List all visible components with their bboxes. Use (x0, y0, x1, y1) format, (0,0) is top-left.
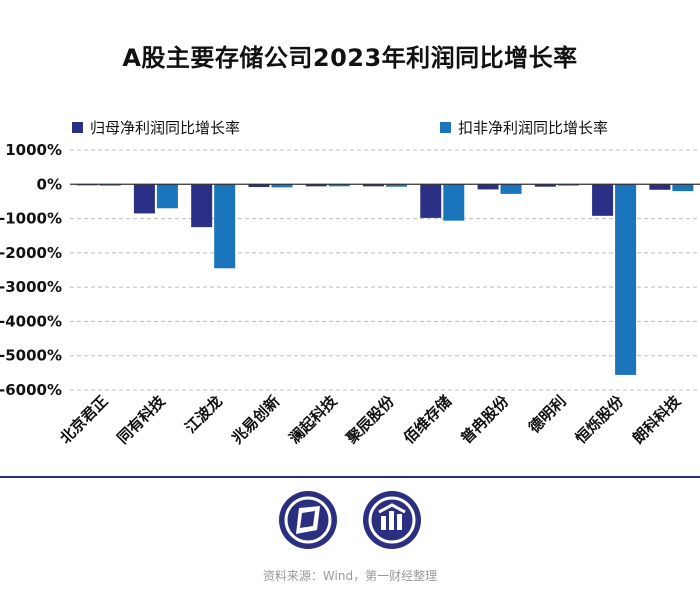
x-tick-label: 同有科技 (114, 391, 170, 447)
x-axis: 北京君正 同有科技 江波龙 兆易创新 澜起科技 聚辰股份 佰维存储 普冉股份 德明利 恒烁股份 朗科… (56, 183, 700, 448)
bar-1-11 (649, 184, 671, 190)
legend-label-2: 扣非净利润同比增长率 (458, 119, 608, 137)
bar-1-3 (191, 184, 213, 228)
bar-2-3 (214, 184, 236, 269)
legend-swatch-1 (72, 122, 83, 133)
bar-2-7 (443, 184, 465, 221)
bar-1-7 (420, 184, 442, 218)
bar-2-5 (328, 184, 350, 187)
legend: 归母净利润同比增长率 扣非净利润同比增长率 (72, 119, 608, 137)
publisher-logo-icon (279, 491, 337, 549)
bar-1-4 (248, 184, 270, 188)
bar-2-2 (156, 184, 178, 209)
bar-2-11 (672, 184, 694, 192)
x-tick-label: 普冉股份 (457, 391, 513, 447)
bar-2-1 (99, 184, 121, 186)
bar-1-6 (363, 184, 384, 187)
x-tick-label: 兆易创新 (228, 392, 283, 447)
bar-1-10 (592, 184, 614, 216)
x-tick-label: 佰维存储 (400, 392, 455, 447)
y-axis: 1000% 0% -1000% -2000% -3000% -4000% -5000% -60… (0, 141, 62, 399)
data-logo-icon (363, 491, 421, 549)
y-tick-label: -6000% (0, 381, 62, 399)
y-tick-label: -5000% (0, 347, 62, 365)
footer-divider (0, 476, 700, 478)
bar-2-10 (615, 184, 637, 375)
chart-title: A股主要存储公司2023年利润同比增长率 (122, 44, 578, 72)
y-tick-label: 1000% (5, 141, 62, 159)
bar-1-5 (305, 184, 327, 187)
bar-2-4 (271, 184, 293, 188)
x-tick-label: 江波龙 (181, 392, 226, 437)
bar-chart: 归母净利润同比增长率 扣非净利润同比增长率 1000% 0% -1000% -2000%… (0, 119, 700, 448)
x-tick-label: 聚辰股份 (342, 391, 399, 448)
bar-2-6 (386, 184, 407, 187)
bar-1-2 (133, 184, 155, 214)
y-tick-label: -1000% (0, 210, 62, 228)
bar-1-8 (477, 184, 499, 190)
legend-label-1: 归母净利润同比增长率 (90, 119, 240, 137)
bars (76, 184, 694, 375)
bar-1-9 (534, 184, 556, 187)
x-tick-label: 恒烁股份 (572, 391, 628, 447)
x-tick-label: 澜起科技 (285, 391, 341, 447)
source-note: 资料来源：Wind，第一财经整理 (262, 569, 438, 583)
legend-swatch-2 (440, 122, 451, 133)
y-tick-label: 0% (37, 175, 62, 193)
y-tick-label: -3000% (0, 278, 62, 296)
x-tick-label: 德明利 (525, 392, 570, 437)
grid-lines (70, 149, 700, 391)
y-tick-label: -4000% (0, 312, 62, 330)
x-tick-label: 北京君正 (56, 392, 111, 447)
x-tick-label: 朗科科技 (629, 391, 685, 447)
bar-2-8 (500, 184, 522, 194)
y-tick-label: -2000% (0, 244, 62, 262)
bar-2-9 (557, 184, 579, 186)
